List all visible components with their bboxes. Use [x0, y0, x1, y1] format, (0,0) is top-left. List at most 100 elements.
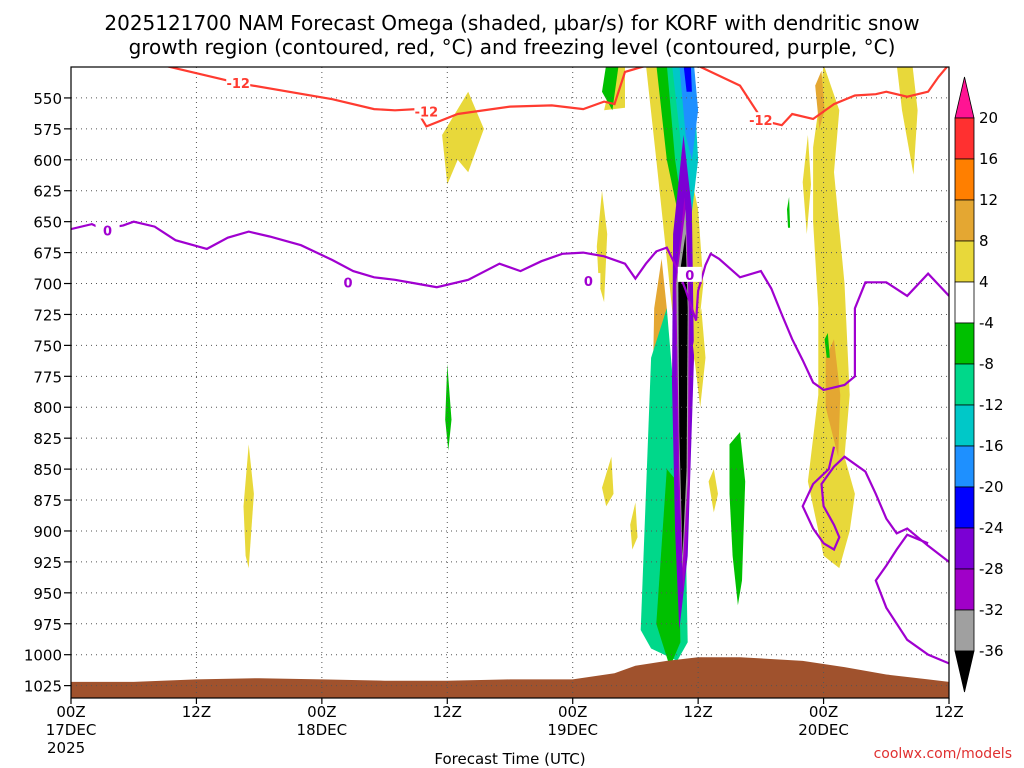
y-tick-label: 1025	[24, 678, 62, 696]
x-tick-year-label: 2025	[47, 739, 85, 757]
y-tick-label: 600	[33, 152, 62, 170]
y-tick-label: 750	[33, 337, 62, 355]
colorbar-tick-label: 8	[979, 232, 989, 250]
plot-area: -12 -12 -12 0 0 0 0	[70, 66, 950, 699]
dgz-contour-label-bg	[414, 103, 439, 119]
omega-shaded-region	[825, 339, 841, 457]
terrain-layer	[71, 657, 949, 698]
omega-shaded-region	[602, 67, 619, 111]
colorbar-swatch	[954, 240, 975, 283]
colorbar-swatch	[954, 650, 975, 693]
colorbar-tick-label: -36	[979, 642, 1004, 660]
freezing-contour-label: 0	[685, 269, 694, 284]
x-tick-label: 12Z	[934, 703, 963, 721]
colorbar-legend: 20 16 12 8 4 -4 -8 -12 -16 -20 -24 -28 -32 -36	[954, 76, 1004, 693]
y-tick-label: 950	[33, 585, 62, 603]
colorbar-swatch	[954, 117, 975, 160]
dgz-contour-label: -12	[226, 77, 250, 92]
omega-shaded-region	[815, 70, 825, 129]
freezing-level-contour-lower	[874, 533, 949, 665]
y-tick-label: 700	[33, 276, 62, 294]
colorbar-tick-label: -24	[979, 519, 1004, 537]
dgz-contour-label: -12	[415, 106, 439, 121]
omega-shaded-region	[708, 469, 718, 513]
x-tick-label: 12Z	[683, 703, 712, 721]
colorbar-swatch	[954, 76, 975, 119]
freezing-contour-label: 0	[103, 224, 112, 239]
colorbar-tick-label: -16	[979, 437, 1004, 455]
freezing-level-contour	[71, 220, 949, 392]
x-tick-label: 00Z	[56, 703, 85, 721]
credit-text: coolwx.com/models	[874, 746, 1012, 762]
x-tick-date-label: 17DEC	[46, 721, 97, 739]
dgz-contour-label-bg	[226, 75, 251, 91]
omega-shaded-region	[824, 333, 830, 358]
omega-shaded-region	[807, 67, 855, 569]
x-tick-label: 00Z	[558, 703, 587, 721]
colorbar-tick-label: -12	[979, 396, 1004, 414]
omega-shaded-region	[243, 444, 254, 569]
freezing-contour-label-bg	[335, 274, 360, 290]
x-tick-label: 00Z	[307, 703, 336, 721]
colorbar-tick-label: 4	[979, 273, 989, 291]
omega-shaded-region	[692, 308, 706, 408]
colorbar-swatch	[954, 199, 975, 242]
y-tick-label: 550	[33, 90, 62, 108]
freezing-contour-label-bg	[576, 273, 601, 289]
x-tick-label: 12Z	[433, 703, 462, 721]
freezing-contour-label-bg	[95, 222, 120, 238]
y-tick-label: 875	[33, 492, 62, 510]
y-tick-label: 900	[33, 523, 62, 541]
freezing-contour-label: 0	[343, 276, 352, 291]
y-tick-label: 725	[33, 306, 62, 324]
colorbar-tick-label: 20	[979, 109, 998, 127]
y-tick-label: 1000	[24, 647, 62, 665]
y-axis-ticks: 550 575 600 625 650 675 700 725 750 775 800 825 850 8…	[24, 90, 71, 696]
omega-shaded-region	[442, 91, 484, 185]
chart-title-line1: 2025121700 NAM Forecast Omega (shaded, μ…	[104, 11, 919, 35]
colorbar-swatch	[954, 568, 975, 611]
colorbar-swatch	[954, 609, 975, 652]
y-tick-label: 675	[33, 245, 62, 263]
plot-frame	[70, 66, 950, 699]
x-tick-date-label: 20DEC	[798, 721, 849, 739]
y-tick-label: 850	[33, 461, 62, 479]
terrain-surface	[71, 657, 949, 698]
colorbar-tick-label: -28	[979, 560, 1004, 578]
y-tick-label: 825	[33, 430, 62, 448]
colorbar-tick-label: -8	[979, 355, 994, 373]
omega-shaded-region	[678, 234, 688, 556]
omega-shaded-region	[787, 196, 791, 228]
y-tick-label: 800	[33, 399, 62, 417]
x-tick-date-label: 19DEC	[547, 721, 598, 739]
omega-shaded-region	[630, 502, 638, 550]
x-tick-date-label: 18DEC	[297, 721, 348, 739]
omega-shaded-region	[896, 67, 918, 175]
omega-shading	[243, 67, 918, 668]
dgz-contour-label-bg	[748, 112, 773, 128]
colorbar-swatch	[954, 363, 975, 406]
x-tick-label: 12Z	[182, 703, 211, 721]
omega-shaded-region	[683, 67, 692, 92]
colorbar-swatch	[954, 486, 975, 529]
colorbar-tick-label: 12	[979, 191, 998, 209]
omega-shaded-region	[802, 135, 811, 234]
plot-background	[71, 67, 949, 698]
dgz-contour-minus12	[165, 67, 949, 128]
x-axis-title: Forecast Time (UTC)	[434, 750, 585, 768]
x-tick-label: 00Z	[809, 703, 838, 721]
omega-shaded-region	[679, 67, 699, 160]
colorbar-tick-label: -4	[979, 314, 994, 332]
omega-shaded-region	[602, 456, 614, 507]
chart-title-line2: growth region (contoured, red, °C) and f…	[129, 35, 896, 59]
freezing-contour-label-bg	[677, 266, 702, 282]
omega-shaded-region	[445, 363, 452, 451]
colorbar-tick-label: -20	[979, 478, 1004, 496]
colorbar-swatch	[954, 322, 975, 365]
colorbar-swatch	[954, 281, 975, 324]
dgz-contour-label: -12	[749, 114, 773, 129]
colorbar-tick-label: 16	[979, 150, 998, 168]
y-tick-label: 925	[33, 554, 62, 572]
